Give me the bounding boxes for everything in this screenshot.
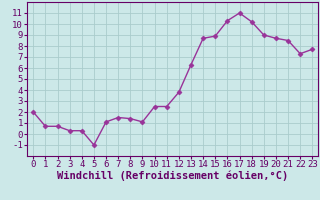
- X-axis label: Windchill (Refroidissement éolien,°C): Windchill (Refroidissement éolien,°C): [57, 171, 288, 181]
